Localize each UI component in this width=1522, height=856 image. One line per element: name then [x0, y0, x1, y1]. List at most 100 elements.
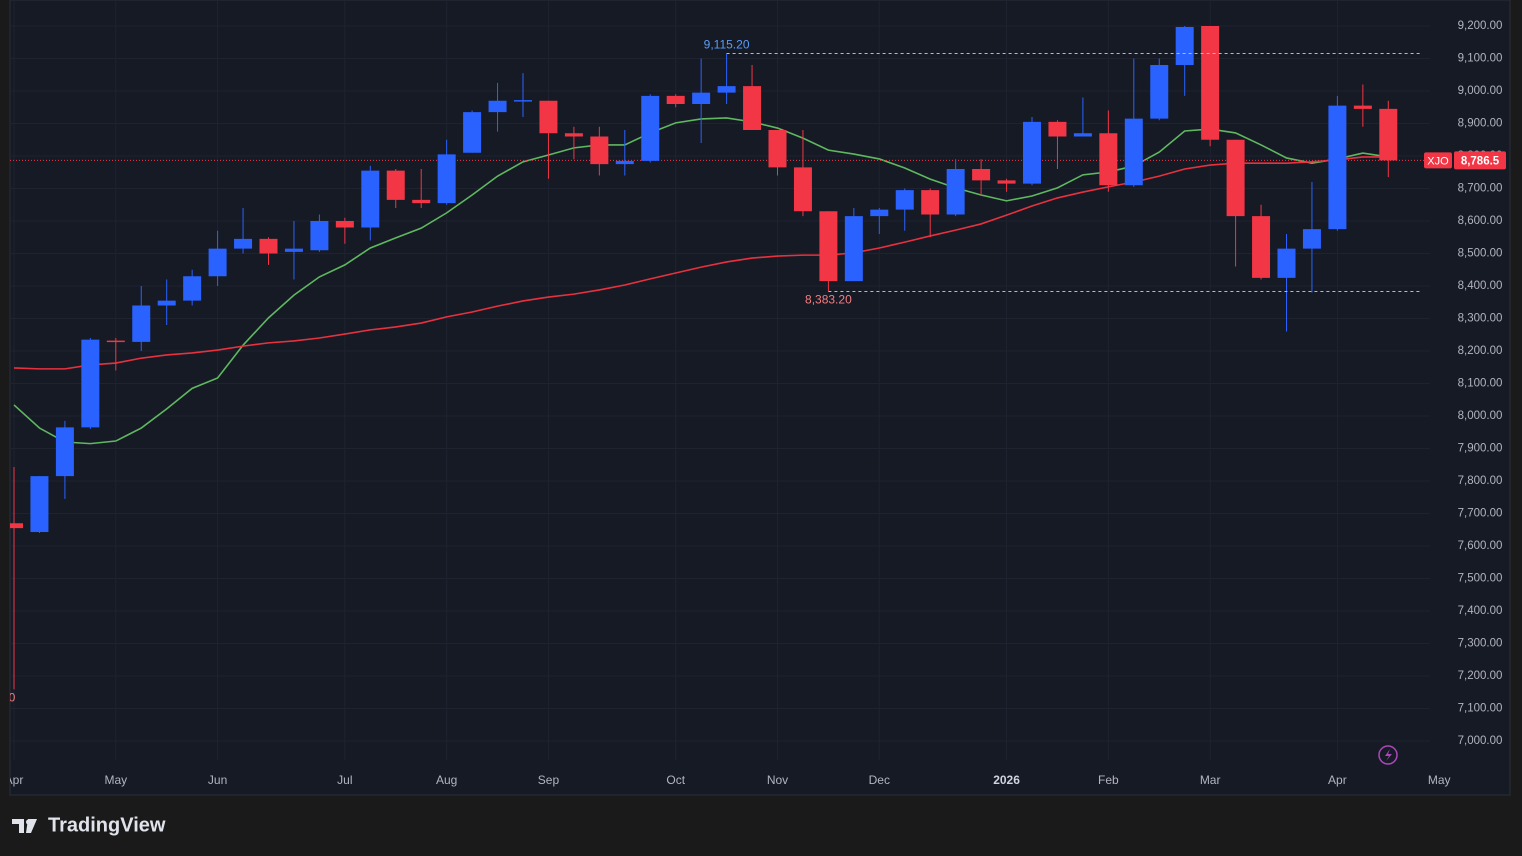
y-tick-label: 8,900.00	[1458, 118, 1503, 130]
price-label: 8,786.5	[1461, 155, 1500, 167]
y-tick-label: 9,000.00	[1458, 85, 1503, 97]
candle-body	[132, 305, 151, 342]
extreme-label: 8,383.20	[805, 293, 852, 307]
x-tick-label: Mar	[1200, 773, 1221, 787]
y-tick-label: 9,200.00	[1458, 20, 1503, 32]
candle-body	[946, 169, 965, 215]
candle-body	[361, 170, 380, 228]
candle-body	[692, 92, 711, 104]
candle-body	[641, 95, 660, 161]
x-tick-label: Oct	[666, 773, 685, 787]
candle-body	[234, 238, 253, 249]
candle-body	[81, 339, 100, 428]
symbol-tag	[1424, 152, 1452, 169]
y-tick-label: 8,700.00	[1458, 183, 1503, 195]
y-tick-label: 7,900.00	[1458, 443, 1503, 455]
candle-body	[1226, 139, 1245, 217]
chart-panel	[9, 0, 1511, 796]
candle-body	[1328, 105, 1347, 230]
brand-logo[interactable]: TradingView	[12, 814, 166, 836]
y-tick-label: 8,600.00	[1458, 215, 1503, 227]
candle-body	[997, 180, 1016, 184]
candle-body	[488, 100, 507, 113]
candle-body	[1302, 229, 1321, 249]
candle-body	[208, 248, 227, 277]
y-tick-label: 8,300.00	[1458, 313, 1503, 325]
symbol-label: XJO	[1427, 155, 1449, 167]
candle-body	[1099, 133, 1118, 186]
y-tick-label: 7,100.00	[1458, 703, 1503, 715]
candle-body	[1023, 121, 1041, 184]
y-tick-label: 7,600.00	[1458, 540, 1503, 552]
candle-body	[717, 86, 736, 93]
y-tick-label: 7,200.00	[1458, 670, 1503, 682]
x-tick-label: Feb	[1098, 773, 1119, 787]
candle-body	[819, 211, 838, 282]
candle-body	[284, 248, 303, 252]
candle-body	[666, 95, 685, 104]
x-tick-label: Apr	[1328, 773, 1347, 787]
candle-body	[1073, 133, 1092, 137]
candle-body	[386, 170, 405, 200]
candle-body	[1201, 26, 1220, 140]
candle-body	[183, 276, 202, 301]
x-tick-label: Sep	[538, 773, 560, 787]
y-tick-label: 7,500.00	[1458, 573, 1503, 585]
candle-body	[106, 340, 125, 343]
y-tick-label: 8,400.00	[1458, 280, 1503, 292]
y-tick-label: 8,100.00	[1458, 378, 1503, 390]
candle-body	[921, 190, 940, 215]
y-tick-label: 8,000.00	[1458, 410, 1503, 422]
candle-body	[1124, 118, 1143, 186]
candle-body	[30, 476, 49, 533]
y-tick-label: 9,100.00	[1458, 53, 1503, 65]
candle-body	[55, 427, 74, 477]
x-tick-label: Jun	[208, 773, 227, 787]
candle-body	[514, 100, 532, 102]
candle-body	[310, 221, 329, 251]
candle-body	[1353, 105, 1372, 109]
y-tick-label: 7,300.00	[1458, 638, 1503, 650]
y-tick-label: 7,800.00	[1458, 475, 1503, 487]
candle-body	[768, 130, 787, 168]
candle-body	[539, 100, 558, 134]
candle-body	[1379, 108, 1398, 161]
brand-name: TradingView	[48, 814, 166, 836]
candle-body	[564, 133, 583, 137]
x-tick-label: Aug	[436, 773, 457, 787]
candle-body	[157, 300, 176, 306]
y-tick-label: 8,500.00	[1458, 248, 1503, 260]
candle-body	[10, 523, 23, 529]
x-tick-label: 2026	[993, 773, 1020, 787]
candle-body	[1252, 216, 1271, 278]
alert-icon[interactable]	[1378, 745, 1398, 765]
y-tick-label: 7,400.00	[1458, 605, 1503, 617]
candle-body	[437, 154, 456, 204]
candle-body	[590, 136, 609, 165]
y-tick-label: 8,200.00	[1458, 345, 1503, 357]
candle-body	[259, 238, 278, 254]
x-tick-label: Dec	[869, 773, 890, 787]
candle-body	[615, 160, 634, 165]
candle-body	[463, 112, 482, 153]
candle-body	[743, 86, 762, 130]
extreme-label: 9,115.20	[704, 38, 750, 52]
y-tick-label: 7,700.00	[1458, 508, 1503, 520]
candle-body	[335, 221, 354, 228]
candle-body	[870, 209, 889, 217]
moving-average-line	[13, 156, 1389, 370]
x-tick-label: Jul	[337, 773, 352, 787]
x-tick-label: Apr	[5, 773, 24, 787]
x-tick-label: May	[1428, 773, 1451, 787]
x-tick-label: May	[104, 773, 127, 787]
candle-body	[895, 190, 914, 210]
candle-body	[1175, 26, 1194, 66]
extreme-label: 7,159.20	[0, 690, 16, 704]
candle-body	[844, 216, 863, 282]
candle-body	[1277, 248, 1296, 278]
candle-body	[1150, 65, 1169, 119]
candle-body	[793, 167, 812, 212]
x-tick-label: Nov	[767, 773, 788, 787]
